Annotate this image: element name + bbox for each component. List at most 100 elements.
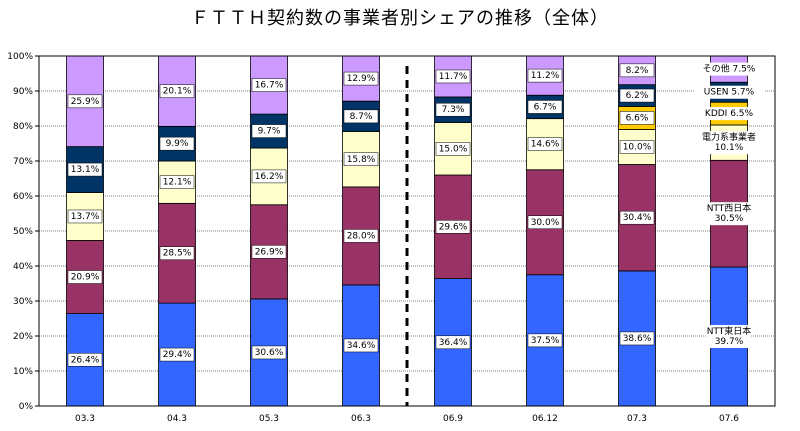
labels-layer: 26.4% 20.9% 13.7% 13.1% 25.9% 29.4% 28.5% 12.1%… — [67, 62, 764, 367]
data-label-box — [159, 347, 195, 362]
data-label: KDDI 6.5% — [705, 109, 754, 119]
data-label: 14.6% — [531, 140, 560, 150]
data-label-box — [527, 100, 563, 114]
data-label: 9.9% — [166, 139, 189, 149]
data-label-box — [251, 245, 287, 259]
data-label-box — [159, 84, 195, 98]
data-label: 7.3% — [442, 105, 465, 115]
y-tick-label: 40% — [13, 262, 33, 272]
data-label-box — [619, 111, 655, 125]
data-label: 6.6% — [626, 113, 649, 123]
data-label-box — [694, 107, 764, 121]
data-label: 30.5% — [715, 214, 744, 224]
data-label: 電力系事業者 — [702, 131, 756, 143]
data-label: 16.7% — [255, 81, 284, 91]
data-label-box — [619, 88, 655, 103]
data-label-box — [527, 333, 563, 348]
y-tick-label: 20% — [13, 332, 33, 342]
y-tick-label: 30% — [13, 297, 33, 307]
data-label-box — [697, 62, 761, 76]
data-label-box — [67, 270, 103, 284]
data-label-box — [159, 175, 195, 189]
data-label-box — [343, 71, 379, 86]
x-tick-label: 06.9 — [443, 414, 463, 424]
x-tick-label: 07.6 — [719, 414, 739, 424]
data-label-box — [435, 102, 471, 117]
y-tick-label: 50% — [13, 227, 33, 237]
y-tick-label: 10% — [13, 367, 33, 377]
data-label-box — [251, 124, 287, 138]
chart-title: ＦＴＴＨ契約数の事業者別シェアの推移（全体） — [191, 8, 609, 29]
y-tick-label: 80% — [13, 122, 33, 132]
data-label-box — [343, 229, 379, 243]
y-tick-label: 100% — [7, 52, 33, 62]
data-label: 12.1% — [163, 178, 192, 188]
data-label-box — [527, 137, 563, 151]
data-label: 30.4% — [623, 213, 652, 223]
data-label-box — [251, 169, 287, 184]
data-label: 29.6% — [439, 222, 468, 232]
data-label-box — [251, 345, 287, 360]
data-label: 28.5% — [163, 249, 192, 259]
data-label: 12.9% — [347, 74, 376, 84]
data-label: 9.7% — [258, 127, 281, 137]
data-label-box — [619, 63, 655, 78]
data-label: 10.1% — [715, 143, 744, 153]
data-label-box — [67, 209, 103, 224]
data-label-box — [435, 335, 471, 350]
data-label: 16.2% — [255, 172, 284, 182]
data-label-box — [619, 140, 655, 154]
data-label: 10.0% — [623, 143, 652, 153]
data-label-box — [619, 331, 655, 346]
data-label: その他 7.5% — [703, 63, 756, 75]
data-label: 8.2% — [626, 66, 649, 76]
y-tick-label: 60% — [13, 192, 33, 202]
data-label: 6.7% — [534, 102, 557, 112]
x-tick-label: 04.3 — [167, 414, 187, 424]
data-label: 28.0% — [347, 231, 376, 241]
data-label: NTT東日本 — [707, 325, 752, 337]
data-label: 36.4% — [439, 338, 468, 348]
data-label-box — [67, 94, 103, 109]
data-label-box — [159, 246, 195, 260]
data-label: 29.4% — [163, 350, 192, 360]
grid-layer — [39, 90, 775, 372]
data-label: 30.0% — [531, 218, 560, 228]
data-label-box — [343, 109, 379, 124]
data-label: 20.9% — [71, 273, 100, 283]
axis-layer: 0% 10% 20% 30% 40% 50% 60% 70% 80% 90% 100% 03.3 04.… — [7, 52, 776, 424]
y-tick-label: 90% — [13, 87, 33, 97]
data-label-box — [706, 131, 752, 155]
data-label-box — [67, 162, 103, 177]
data-label: NTT西日本 — [707, 202, 752, 214]
data-label: 6.2% — [626, 91, 649, 101]
data-label-box — [159, 136, 195, 151]
y-tick-label: 0% — [19, 402, 34, 412]
data-label: 26.9% — [255, 247, 284, 257]
data-label: 39.7% — [715, 337, 744, 347]
x-tick-label: 07.3 — [627, 414, 647, 424]
data-label: 11.2% — [531, 71, 560, 81]
data-label: 20.1% — [163, 87, 192, 97]
data-label: 13.7% — [71, 212, 100, 222]
data-label: 34.6% — [347, 341, 376, 351]
data-label: 15.8% — [347, 155, 376, 165]
data-label-box — [619, 210, 655, 225]
data-label-box — [694, 85, 764, 99]
data-label: 15.0% — [439, 144, 468, 154]
x-tick-label: 03.3 — [75, 414, 95, 424]
data-label: 25.9% — [71, 97, 100, 107]
data-label: 30.6% — [255, 348, 284, 358]
x-tick-label: 06.12 — [532, 414, 558, 424]
x-tick-label: 06.3 — [351, 414, 371, 424]
y-tick-label: 70% — [13, 157, 33, 167]
data-label: 37.5% — [531, 336, 560, 346]
data-label-box — [67, 353, 103, 367]
data-label-box — [343, 152, 379, 166]
data-label: 38.6% — [623, 334, 652, 344]
data-label-box — [343, 338, 379, 353]
data-label-box — [435, 142, 471, 156]
data-label-box — [706, 325, 752, 349]
data-label: 11.7% — [439, 72, 468, 82]
